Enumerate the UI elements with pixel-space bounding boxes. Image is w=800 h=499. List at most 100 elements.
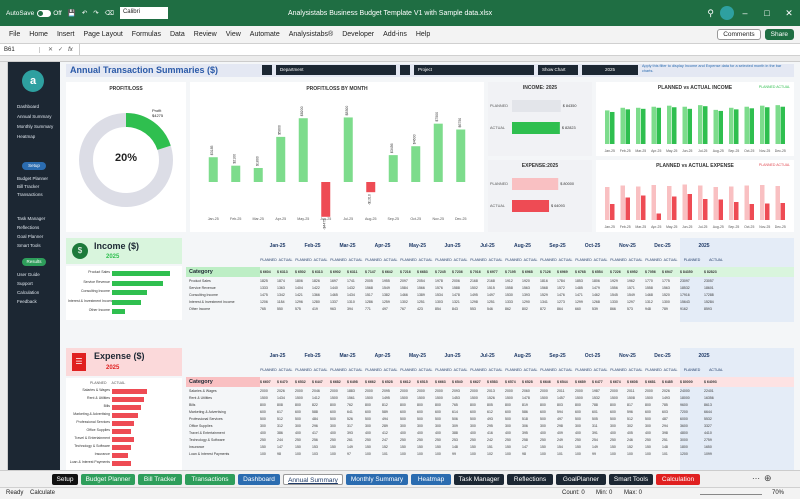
table-cell[interactable]: 822 — [312, 403, 318, 407]
table-cell[interactable]: 2168 — [470, 279, 478, 283]
table-cell[interactable]: 800 — [610, 403, 616, 407]
table-cell[interactable]: 409 — [557, 431, 563, 435]
menu-insert[interactable]: Insert — [56, 31, 75, 38]
table-cell[interactable]: 1434 — [277, 396, 285, 400]
table-cell[interactable]: 298 — [557, 424, 563, 428]
table-cell[interactable]: 400 — [295, 431, 301, 435]
table-cell[interactable]: 18532 — [680, 286, 690, 290]
sheet-tab[interactable]: Task Manager — [454, 474, 504, 485]
table-cell[interactable]: 1432 — [347, 286, 355, 290]
table-cell[interactable]: 862 — [505, 307, 511, 311]
table-cell[interactable]: 546 — [487, 307, 493, 311]
table-cell[interactable]: 400 — [260, 431, 266, 435]
menu-data[interactable]: Data — [169, 31, 185, 38]
table-cell[interactable]: 100 — [627, 452, 633, 456]
table-cell[interactable]: 1485 — [575, 286, 583, 290]
table-cell[interactable]: 312 — [277, 424, 283, 428]
table-cell[interactable]: 1500 — [330, 396, 338, 400]
table-cell[interactable]: 1534 — [435, 293, 443, 297]
table-cell[interactable]: 1566 — [417, 286, 425, 290]
table-cell[interactable]: 500 — [540, 417, 546, 421]
table-cell[interactable]: 2097 — [400, 279, 408, 283]
table-cell[interactable]: 249 — [557, 438, 563, 442]
table-cell[interactable]: 1330 — [610, 300, 618, 304]
table-cell[interactable]: 641 — [347, 410, 353, 414]
table-cell[interactable]: 500 — [260, 417, 266, 421]
table-cell[interactable]: 600 — [417, 410, 423, 414]
table-cell[interactable]: 246 — [627, 438, 633, 442]
table-cell[interactable]: 1310 — [347, 300, 355, 304]
function-icon[interactable]: fx — [68, 46, 73, 53]
table-cell[interactable]: 1500 — [295, 396, 303, 400]
table-cell[interactable]: 1500 — [417, 396, 425, 400]
table-cell[interactable]: 1341 — [540, 300, 548, 304]
table-cell[interactable]: 2000 — [260, 389, 268, 393]
table-cell[interactable]: 2011 — [627, 389, 635, 393]
table-cell[interactable]: 1259 — [382, 300, 390, 304]
table-cell[interactable]: 800 — [417, 403, 423, 407]
table-cell[interactable]: 258 — [522, 438, 528, 442]
table-cell[interactable]: 250 — [330, 438, 336, 442]
table-cell[interactable]: 500 — [645, 417, 651, 421]
table-cell[interactable]: 395 — [522, 431, 528, 435]
sidebar-item[interactable]: User Guide — [17, 272, 40, 277]
table-cell[interactable]: 1342 — [277, 293, 285, 297]
table-cell[interactable]: 101 — [557, 452, 563, 456]
table-cell[interactable]: 788 — [592, 403, 598, 407]
table-cell[interactable]: 800 — [330, 403, 336, 407]
table-cell[interactable]: 1184 — [277, 300, 285, 304]
table-cell[interactable]: 100 — [260, 452, 266, 456]
table-cell[interactable]: 614 — [452, 410, 458, 414]
table-cell[interactable]: 1273 — [557, 300, 565, 304]
table-cell[interactable]: 150 — [435, 445, 441, 449]
table-cell[interactable]: 1500 — [470, 396, 478, 400]
table-cell[interactable]: 1545 — [610, 293, 618, 297]
table-cell[interactable]: 1500 — [505, 396, 513, 400]
table-cell[interactable]: 300 — [435, 424, 441, 428]
table-cell[interactable]: 151 — [487, 445, 493, 449]
table-cell[interactable]: 1500 — [435, 396, 443, 400]
table-cell[interactable]: 2000 — [645, 389, 653, 393]
table-cell[interactable]: 300 — [540, 424, 546, 428]
table-cell[interactable]: 1563 — [662, 286, 670, 290]
table-cell[interactable]: 150 — [470, 445, 476, 449]
table-cell[interactable]: 1495 — [470, 293, 478, 297]
table-cell[interactable]: 765 — [260, 307, 266, 311]
table-cell[interactable]: 1479 — [592, 286, 600, 290]
table-cell[interactable]: 1421 — [295, 293, 303, 297]
table-cell[interactable]: 97 — [347, 452, 351, 456]
project-selector[interactable]: Project — [414, 65, 534, 75]
table-cell[interactable]: 1468 — [645, 293, 653, 297]
table-cell[interactable]: 247 — [382, 438, 388, 442]
table-cell[interactable]: 600 — [365, 410, 371, 414]
table-cell[interactable]: 150 — [365, 445, 371, 449]
table-cell[interactable]: 400 — [400, 431, 406, 435]
table-cell[interactable]: 497 — [382, 307, 388, 311]
table-cell[interactable]: 843 — [452, 307, 458, 311]
table-cell[interactable]: 1978 — [435, 279, 443, 283]
table-cell[interactable]: 1806 — [295, 279, 303, 283]
table-cell[interactable]: 6000 — [680, 417, 688, 421]
table-cell[interactable]: 1549 — [627, 293, 635, 297]
table-cell[interactable]: 101 — [662, 452, 668, 456]
save-icon[interactable]: 💾 — [67, 10, 76, 17]
table-cell[interactable]: 1251 — [487, 300, 495, 304]
table-cell[interactable]: 2006 — [452, 279, 460, 283]
table-cell[interactable]: 1770 — [645, 279, 653, 283]
table-cell[interactable]: 800 — [435, 403, 441, 407]
table-cell[interactable]: 1784 — [557, 279, 565, 283]
menu-review[interactable]: Review — [193, 31, 217, 38]
table-cell[interactable]: 99 — [592, 452, 596, 456]
table-cell[interactable]: 497 — [557, 417, 563, 421]
table-cell[interactable]: 2000 — [575, 389, 583, 393]
sidebar-item[interactable]: Smart Tools — [17, 243, 41, 248]
table-cell[interactable]: 300 — [645, 424, 651, 428]
table-cell[interactable]: 1475 — [260, 293, 268, 297]
table-cell[interactable]: 1393 — [522, 293, 530, 297]
table-cell[interactable]: 1290 — [522, 300, 530, 304]
table-cell[interactable]: 1280 — [312, 300, 320, 304]
table-cell[interactable]: 1549 — [382, 286, 390, 290]
table-cell[interactable]: 1568 — [540, 286, 548, 290]
table-cell[interactable]: 154 — [557, 445, 563, 449]
menu-home[interactable]: Home — [29, 31, 48, 38]
